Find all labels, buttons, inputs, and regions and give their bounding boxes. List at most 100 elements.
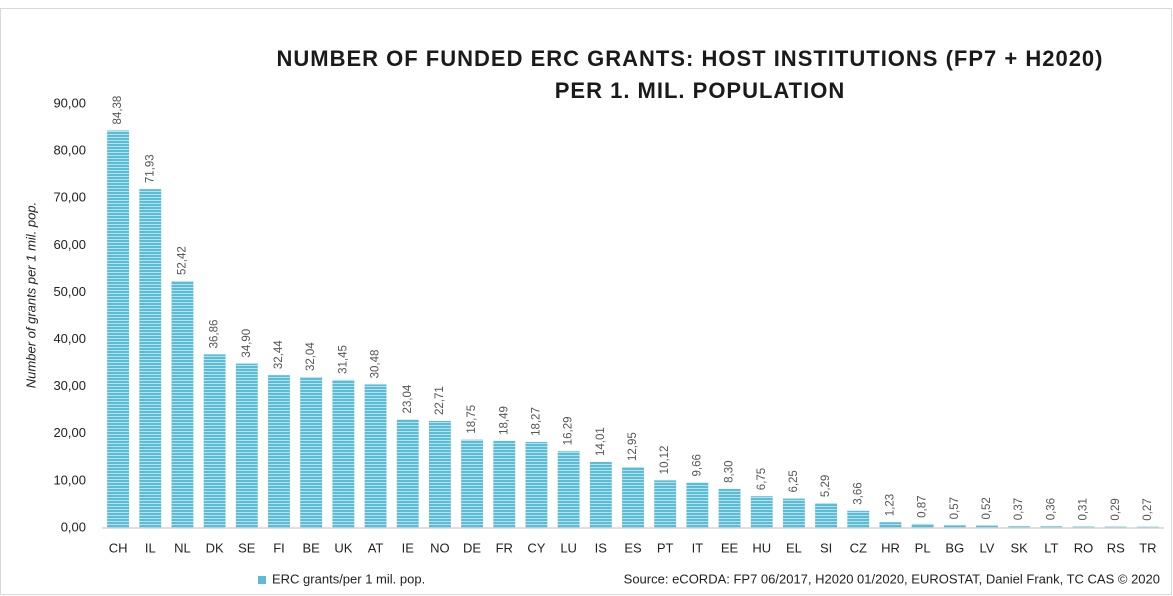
x-tick-label: SI xyxy=(820,540,832,555)
x-tick-label: DE xyxy=(463,540,481,555)
x-tick-label: TR xyxy=(1139,540,1156,555)
y-tick-label: 40,00 xyxy=(53,331,86,346)
data-label: 1,23 xyxy=(884,494,896,516)
legend-swatch xyxy=(258,576,266,584)
data-label: 9,66 xyxy=(691,454,703,476)
bar xyxy=(235,363,258,528)
data-label: 0,29 xyxy=(1110,498,1122,520)
x-tick-label: PT xyxy=(657,540,674,555)
data-label: 10,12 xyxy=(659,446,671,475)
x-tick-label: SK xyxy=(1011,540,1029,555)
data-label: 32,44 xyxy=(273,340,285,369)
y-tick-label: 20,00 xyxy=(53,425,86,440)
bar xyxy=(364,384,387,528)
x-tick-label: LT xyxy=(1044,540,1058,555)
source-note: Source: eCORDA: FP7 06/2017, H2020 01/20… xyxy=(624,571,1160,586)
bar xyxy=(1008,526,1031,528)
data-label: 3,66 xyxy=(852,482,864,504)
data-label: 14,01 xyxy=(595,427,607,456)
data-label: 0,37 xyxy=(1013,498,1025,520)
x-tick-label: BG xyxy=(945,540,964,555)
data-label: 0,36 xyxy=(1045,498,1057,520)
x-tick-label: NL xyxy=(174,540,191,555)
y-tick-label: 30,00 xyxy=(53,378,86,393)
x-tick-label: FR xyxy=(496,540,513,555)
x-tick-label: NO xyxy=(430,540,450,555)
y-tick-label: 70,00 xyxy=(53,190,86,205)
bar xyxy=(396,419,419,528)
data-label: 6,25 xyxy=(788,470,800,492)
bar xyxy=(943,525,966,528)
data-label: 18,27 xyxy=(530,407,542,436)
x-tick-label: BE xyxy=(303,540,321,555)
data-label: 34,90 xyxy=(241,329,253,358)
x-tick-label: IL xyxy=(145,540,156,555)
y-tick-label: 10,00 xyxy=(53,472,86,487)
x-tick-label: CH xyxy=(109,540,128,555)
data-label: 0,31 xyxy=(1078,498,1090,520)
x-tick-label: LV xyxy=(980,540,995,555)
bar xyxy=(782,498,805,528)
bar xyxy=(493,440,516,528)
x-tick-label: RO xyxy=(1074,540,1094,555)
bar xyxy=(139,189,162,529)
bar xyxy=(268,375,290,528)
data-label: 12,95 xyxy=(627,432,639,461)
x-tick-label: DK xyxy=(206,540,224,555)
data-label: 18,49 xyxy=(498,406,510,435)
x-tick-label: EL xyxy=(786,540,802,555)
data-label: 18,75 xyxy=(466,405,478,434)
data-label: 36,86 xyxy=(209,320,221,349)
x-tick-label: UK xyxy=(334,540,352,555)
bar xyxy=(557,451,580,528)
legend-label: ERC grants/per 1 mil. pop. xyxy=(272,571,425,586)
y-axis-label: Number of grants per 1 mil. pop. xyxy=(23,202,38,388)
data-label: 71,93 xyxy=(144,154,156,183)
bar xyxy=(1040,526,1063,528)
x-tick-label: HU xyxy=(752,540,771,555)
bar xyxy=(750,496,773,528)
chart-title: PER 1. MIL. POPULATION xyxy=(555,78,846,103)
x-tick-label: RS xyxy=(1107,540,1125,555)
bar xyxy=(171,281,194,528)
data-label: 30,48 xyxy=(370,350,382,379)
x-tick-label: CY xyxy=(527,540,545,555)
bar xyxy=(879,522,902,528)
data-label: 32,04 xyxy=(305,342,317,371)
bar xyxy=(622,466,644,528)
bar xyxy=(203,354,226,528)
x-tick-label: CZ xyxy=(850,540,867,555)
x-tick-label: AT xyxy=(368,540,384,555)
x-tick-label: LU xyxy=(560,540,577,555)
x-tick-label: EE xyxy=(721,540,739,555)
bar xyxy=(815,503,838,528)
data-label: 6,75 xyxy=(756,468,768,490)
x-tick-label: ES xyxy=(624,540,642,555)
bar xyxy=(976,525,998,528)
data-label: 0,52 xyxy=(981,497,993,519)
data-label: 23,04 xyxy=(402,384,414,413)
data-label: 52,42 xyxy=(176,246,188,275)
bar xyxy=(1072,526,1095,528)
bar xyxy=(686,482,709,528)
data-label: 31,45 xyxy=(337,345,349,374)
bar xyxy=(911,523,934,528)
data-label: 22,71 xyxy=(434,386,446,415)
data-label: 5,29 xyxy=(820,475,832,497)
bar xyxy=(847,510,870,528)
data-label: 16,29 xyxy=(563,416,575,445)
x-tick-label: SE xyxy=(238,540,256,555)
bar xyxy=(428,421,451,528)
bar xyxy=(461,439,484,528)
data-label: 0,87 xyxy=(917,496,929,518)
chart-border xyxy=(0,8,1172,595)
x-tick-label: IS xyxy=(595,540,608,555)
data-label: 8,30 xyxy=(724,461,736,483)
x-tick-label: IE xyxy=(402,540,415,555)
bar xyxy=(525,441,548,528)
x-tick-label: IT xyxy=(692,540,704,555)
data-label: 0,27 xyxy=(1142,498,1154,520)
bar xyxy=(107,130,130,528)
y-tick-label: 0,00 xyxy=(61,519,86,534)
